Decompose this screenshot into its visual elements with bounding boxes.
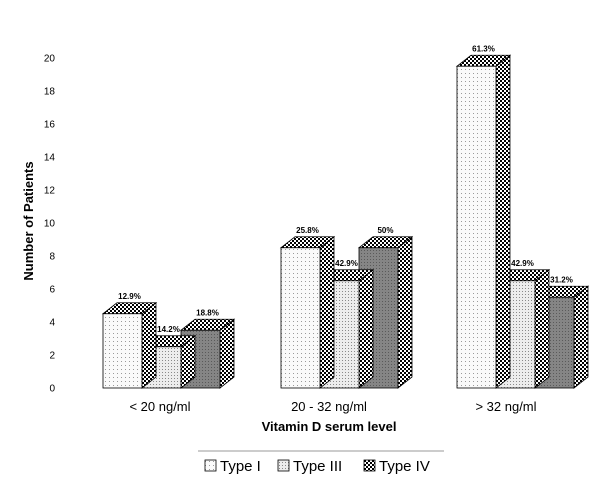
legend-swatch	[363, 459, 376, 472]
bar	[102, 313, 143, 389]
bar-side-face	[573, 285, 589, 389]
y-tick-label: 6	[49, 285, 55, 296]
data-label: 14.2%	[157, 325, 180, 334]
bar	[280, 247, 321, 389]
y-tick-label: 0	[49, 384, 55, 395]
legend-label: Type IV	[379, 458, 430, 475]
y-tick-label: 12	[44, 186, 56, 197]
bar-3d	[101, 301, 158, 389]
bar-side-face	[495, 54, 511, 389]
x-axis-title: Vitamin D serum level	[262, 419, 397, 434]
data-label: 25.8%	[296, 226, 319, 235]
x-tick-label: > 32 ng/ml	[475, 399, 536, 414]
legend-swatch	[204, 459, 217, 472]
legend-label: Type I	[220, 458, 261, 475]
data-label: 42.9%	[511, 259, 534, 268]
y-tick-label: 18	[44, 87, 56, 98]
legend-item: Type I	[204, 458, 261, 475]
bar-3d	[455, 54, 512, 389]
bar-side-face	[358, 268, 374, 389]
y-tick-label: 8	[49, 252, 55, 263]
bar-side-face	[141, 301, 157, 389]
bar-side-face	[534, 268, 550, 389]
y-tick-label: 20	[44, 54, 56, 65]
legend: Type I Type III Type IV	[204, 458, 430, 475]
y-tick-label: 14	[44, 153, 56, 164]
x-axis: < 20 ng/ml 20 - 32 ng/ml > 32 ng/ml	[129, 399, 536, 414]
data-label: 31.2%	[550, 275, 573, 284]
y-axis-title: Number of Patients	[21, 161, 36, 280]
bar-side-face	[319, 235, 335, 389]
x-tick-label: < 20 ng/ml	[129, 399, 190, 414]
bars: 18.8% 14.2% 12.9% 50% 42.9% 25.8% 31.2% 42.9% 61…	[101, 44, 590, 389]
y-tick-label: 4	[49, 318, 55, 329]
bar-3d	[279, 235, 336, 389]
data-label: 42.9%	[335, 259, 358, 268]
bar	[456, 65, 497, 389]
bar-side-face	[397, 235, 413, 389]
y-tick-label: 16	[44, 120, 56, 131]
data-label: 61.3%	[472, 44, 495, 53]
bar-side-face	[219, 318, 235, 389]
data-label: 50%	[377, 226, 393, 235]
legend-item: Type III	[277, 458, 342, 475]
x-tick-label: 20 - 32 ng/ml	[291, 399, 367, 414]
y-axis: 0 2 4 6 8 10 12 14 16 18 20	[44, 54, 56, 395]
y-tick-label: 2	[49, 351, 55, 362]
legend-item: Type IV	[363, 458, 430, 475]
legend-swatch	[277, 459, 290, 472]
legend-label: Type III	[293, 458, 342, 475]
data-label: 18.8%	[196, 308, 219, 317]
y-tick-label: 10	[44, 219, 56, 230]
data-label: 12.9%	[118, 292, 141, 301]
